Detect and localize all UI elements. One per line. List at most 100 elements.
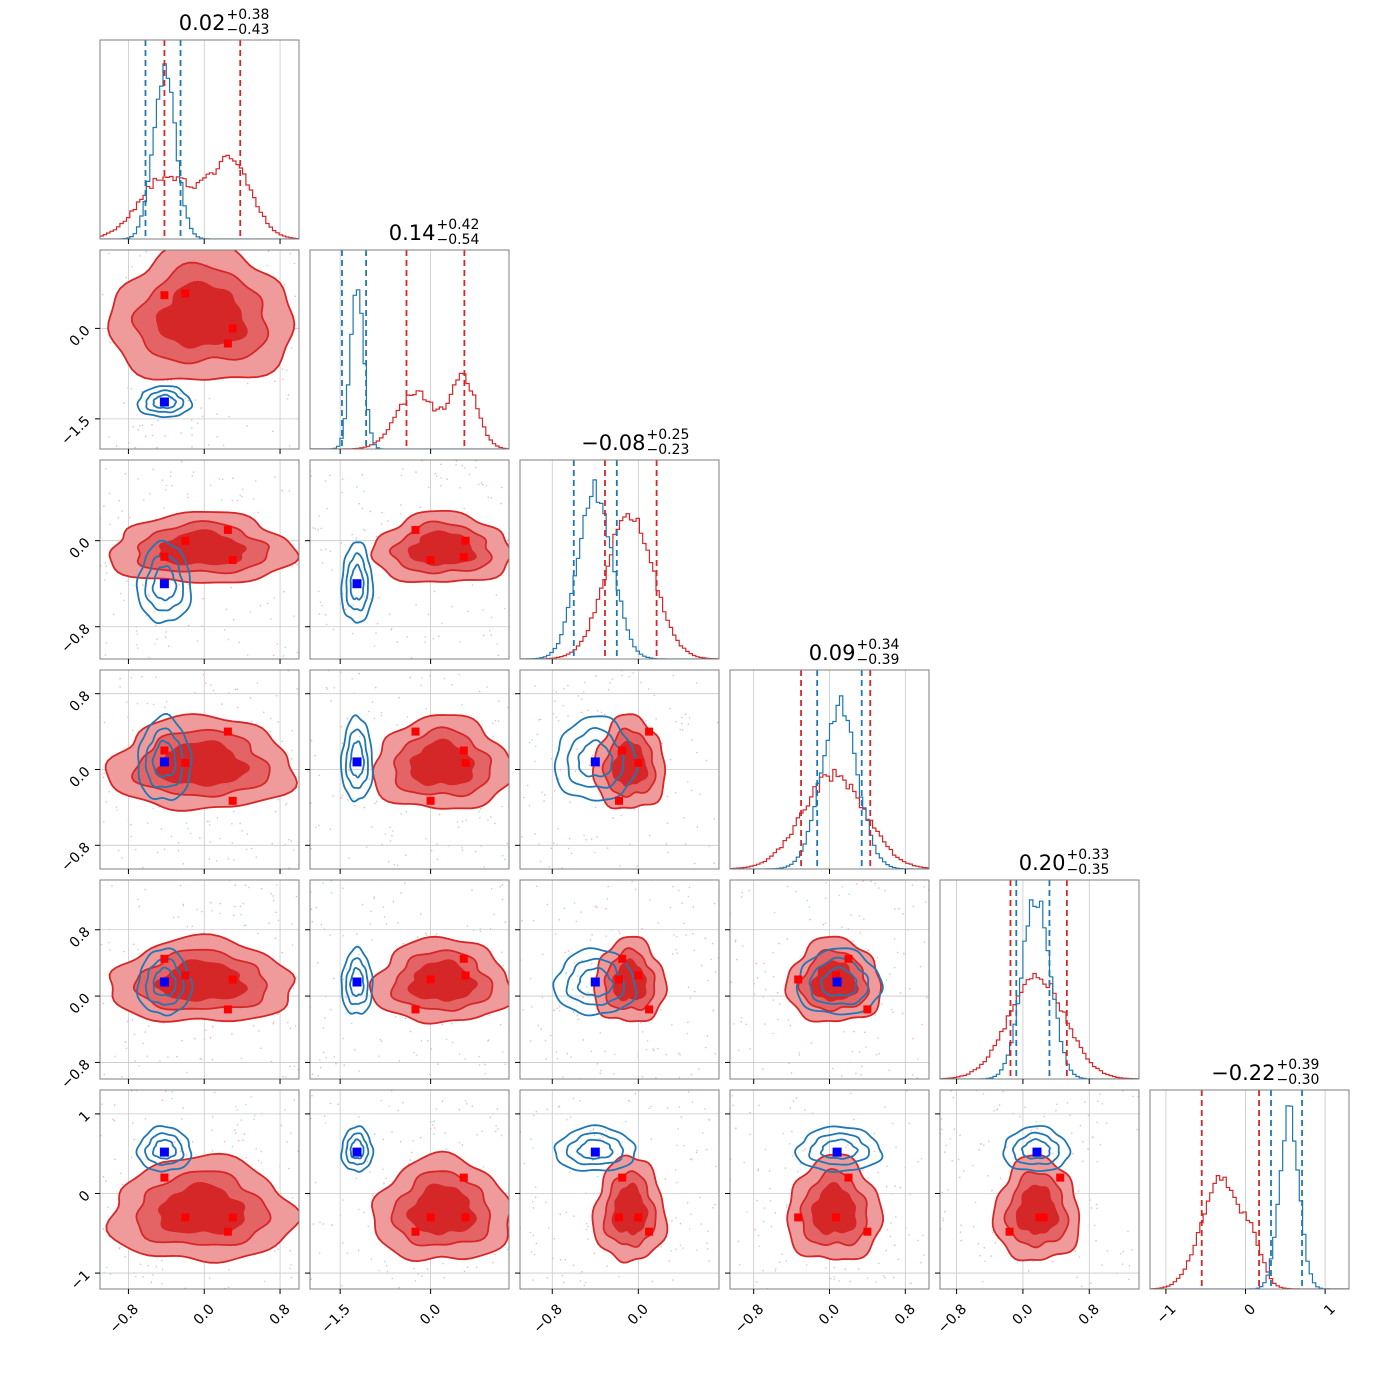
blue-truth-marker [832, 977, 842, 987]
sample-dot [427, 486, 430, 489]
sample-dot [440, 485, 442, 487]
sample-dot [677, 889, 680, 892]
x-tick-label-0-1: 0.0 [191, 1301, 218, 1328]
x-tick-label-3-2: 0.8 [892, 1301, 919, 1328]
sample-dot [374, 802, 376, 805]
sample-dot [358, 735, 361, 738]
sample-dot [708, 845, 711, 847]
sample-dot [267, 250, 270, 253]
sample-dot [555, 716, 558, 718]
sample-dot [535, 1110, 538, 1113]
sample-dot [464, 1100, 467, 1102]
sample-dot [115, 806, 118, 808]
red-mode-marker [160, 1173, 169, 1182]
x-tick-label-3-1: 0.0 [816, 1301, 843, 1328]
sample-dot [385, 1265, 388, 1267]
sample-dot [141, 391, 143, 393]
sample-dot [435, 1108, 438, 1110]
sample-dot [187, 827, 189, 830]
sample-dot [189, 832, 192, 835]
sample-dot [234, 688, 237, 691]
sample-dot [370, 1258, 373, 1260]
sample-dot [572, 1097, 575, 1100]
y-tick-label-5-0: −1 [68, 1267, 94, 1293]
sample-dot [1096, 1207, 1098, 1210]
sample-dot [382, 1138, 385, 1141]
sample-dot [669, 707, 671, 710]
sample-dot [912, 1037, 914, 1040]
sample-dot [388, 613, 391, 615]
sample-dot [889, 973, 891, 976]
sample-dot [570, 852, 573, 855]
sample-dot [607, 885, 609, 888]
sample-dot [164, 706, 166, 709]
sample-dot [471, 889, 473, 891]
sample-dot [1122, 1090, 1124, 1092]
sample-dot [137, 898, 139, 901]
sample-dot [530, 1138, 532, 1140]
sample-dot [841, 886, 843, 888]
sample-dot [532, 1279, 534, 1281]
sample-dot [285, 1076, 287, 1078]
sample-dot [361, 903, 364, 906]
sample-dot [153, 611, 155, 613]
blue-contour-inner [577, 739, 614, 778]
sample-dot [461, 847, 463, 849]
sample-dot [618, 932, 621, 935]
sample-dot [855, 1072, 857, 1075]
sample-dot [434, 472, 437, 475]
sample-dot [538, 718, 540, 721]
sample-dot [680, 1116, 683, 1118]
sample-dot [479, 817, 481, 819]
sample-dot [397, 1109, 400, 1112]
sample-dot [275, 911, 277, 914]
sample-dot [1099, 1093, 1101, 1095]
sample-dot [240, 1119, 243, 1121]
sample-dot [430, 1048, 433, 1050]
sample-dot [952, 1096, 955, 1099]
sample-dot [1095, 1240, 1097, 1242]
sample-dot [539, 718, 542, 720]
sample-dot [660, 1246, 662, 1248]
sample-dot [252, 498, 255, 500]
sample-dot [945, 1144, 947, 1147]
sample-dot [657, 922, 660, 924]
sample-dot [121, 1183, 124, 1186]
sample-dot [246, 425, 248, 427]
sample-dot [319, 1221, 321, 1224]
sample-dot [138, 1065, 140, 1067]
sample-dot [786, 938, 788, 940]
sample-dot [666, 795, 669, 798]
sample-dot [156, 851, 159, 854]
sample-dot [568, 837, 571, 840]
blue-truth-marker [352, 579, 362, 589]
red-mode-marker [794, 975, 803, 984]
sample-dot [131, 265, 134, 268]
sample-dot [375, 800, 378, 803]
sample-dot [384, 1260, 386, 1263]
sample-dot [942, 1219, 945, 1222]
sample-dot [795, 1097, 798, 1099]
red-contour-inner [407, 530, 477, 567]
sample-dot [103, 821, 105, 823]
sample-dot [208, 824, 211, 826]
contour-group-4-2 [520, 880, 719, 1079]
sample-dot [170, 379, 172, 382]
sample-dot [213, 1091, 216, 1094]
sample-dot [345, 968, 348, 970]
sample-dot [873, 1132, 876, 1135]
sample-dot [947, 1189, 950, 1191]
sample-dot [272, 895, 275, 897]
sample-dot [312, 1223, 315, 1225]
sample-dot [921, 1023, 923, 1026]
sample-dot [389, 826, 391, 829]
sample-dot [763, 1207, 766, 1209]
sample-dot [824, 922, 827, 925]
sample-dot [344, 608, 347, 611]
sample-dot [233, 859, 235, 861]
blue-contour-outer [340, 714, 374, 803]
sample-dot [587, 709, 589, 712]
sample-dot [847, 927, 850, 930]
sample-dot [142, 1276, 144, 1278]
sample-dot [286, 1141, 288, 1143]
